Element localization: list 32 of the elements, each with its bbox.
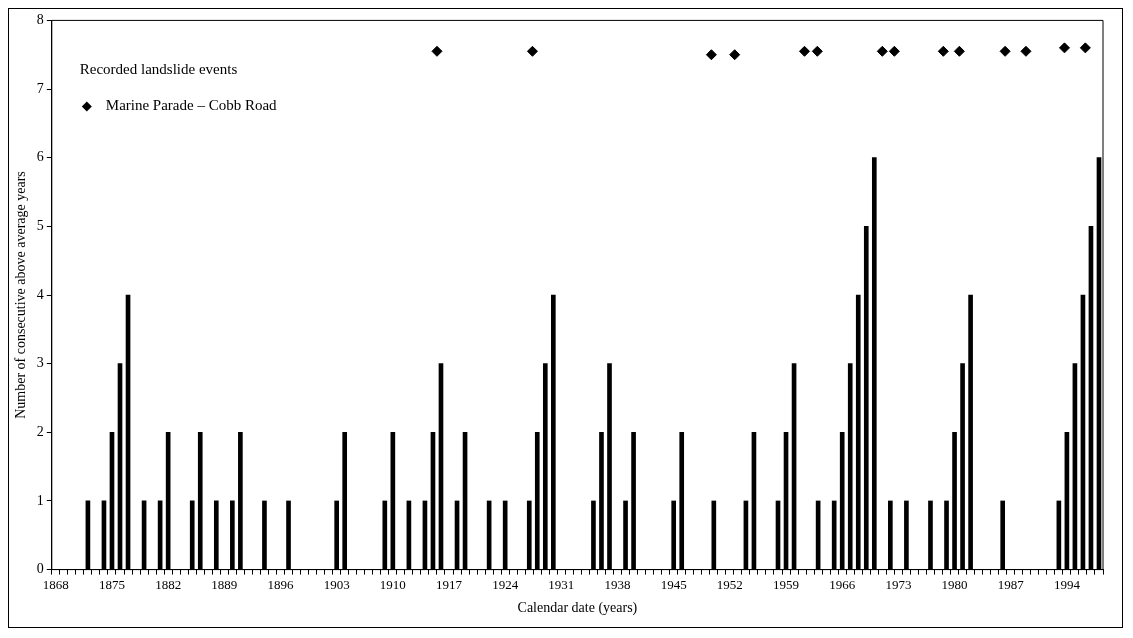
y-tick-label: 3	[36, 355, 44, 371]
x-tick-label: 1994	[1053, 576, 1081, 592]
x-tick-label: 1896	[267, 576, 294, 592]
x-tick-label: 1924	[492, 576, 519, 592]
y-tick-label: 6	[36, 149, 44, 165]
legend-label: Marine Parade – Cobb Road	[105, 97, 278, 114]
x-tick-label: 1882	[155, 576, 182, 592]
x-tick-label: 1868	[42, 576, 69, 592]
x-tick-label: 1945	[660, 576, 687, 592]
x-tick-label: 1889	[211, 576, 238, 592]
x-tick-label: 1987	[997, 576, 1025, 592]
y-tick-label: 5	[36, 218, 44, 234]
x-tick-label: 1917	[436, 576, 463, 592]
y-tick-label: 4	[36, 286, 44, 302]
y-tick-label: 7	[36, 80, 44, 96]
x-tick-label: 1966	[829, 576, 856, 592]
y-tick-label: 2	[36, 423, 44, 439]
y-axis-title: Number of consecutive above average years	[13, 171, 29, 419]
x-tick-label: 1952	[716, 576, 743, 592]
x-tick-label: 1875	[98, 576, 125, 592]
x-tick-label: 1959	[773, 576, 800, 592]
x-tick-label: 1931	[548, 576, 575, 592]
x-tick-label: 1910	[379, 576, 406, 592]
y-tick-label: 1	[36, 492, 44, 508]
x-tick-label: 1938	[604, 576, 631, 592]
x-axis-title: Calendar date (years)	[517, 600, 638, 617]
x-tick-label: 1973	[885, 576, 912, 592]
legend-title: Recorded landslide events	[79, 61, 238, 78]
y-tick-label: 8	[36, 12, 44, 28]
x-tick-label: 1980	[941, 576, 968, 592]
y-tick-label: 0	[36, 561, 44, 577]
x-tick-label: 1903	[323, 576, 350, 592]
